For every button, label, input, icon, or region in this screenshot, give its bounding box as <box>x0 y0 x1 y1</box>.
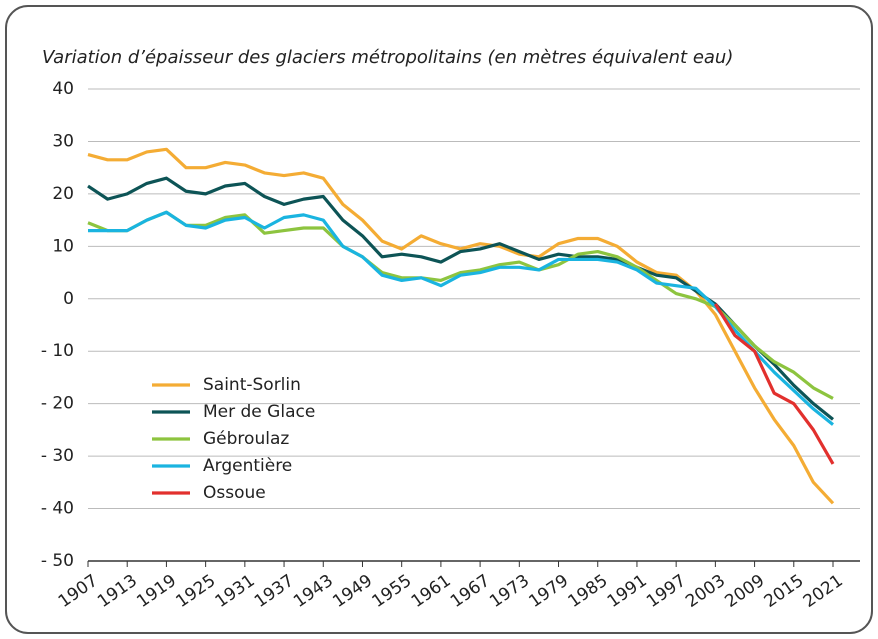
y-tick-label: - 10 <box>41 341 74 361</box>
series-line <box>714 303 835 465</box>
frame <box>5 5 873 634</box>
legend-label: Saint-Sorlin <box>203 375 301 395</box>
y-tick-label: 40 <box>52 79 74 99</box>
series-line <box>87 210 834 400</box>
y-tick-label: 10 <box>52 236 74 256</box>
series-line <box>87 147 835 505</box>
y-tick-label: 0 <box>63 289 74 309</box>
legend-label: Gébroulaz <box>203 429 289 449</box>
y-tick-label: 20 <box>52 184 74 204</box>
y-tick-label: - 40 <box>41 499 74 519</box>
y-tick-label: - 50 <box>41 551 74 571</box>
legend-label: Argentière <box>203 456 292 476</box>
y-tick-label: 30 <box>52 131 74 151</box>
legend-label: Mer de Glace <box>203 402 315 422</box>
legend-label: Ossoue <box>203 483 266 503</box>
y-tick-label: - 20 <box>41 394 74 414</box>
series-line <box>88 210 835 426</box>
y-tick-label: - 30 <box>41 446 74 466</box>
chart-title: Variation d’épaisseur des glaciers métro… <box>42 47 733 68</box>
